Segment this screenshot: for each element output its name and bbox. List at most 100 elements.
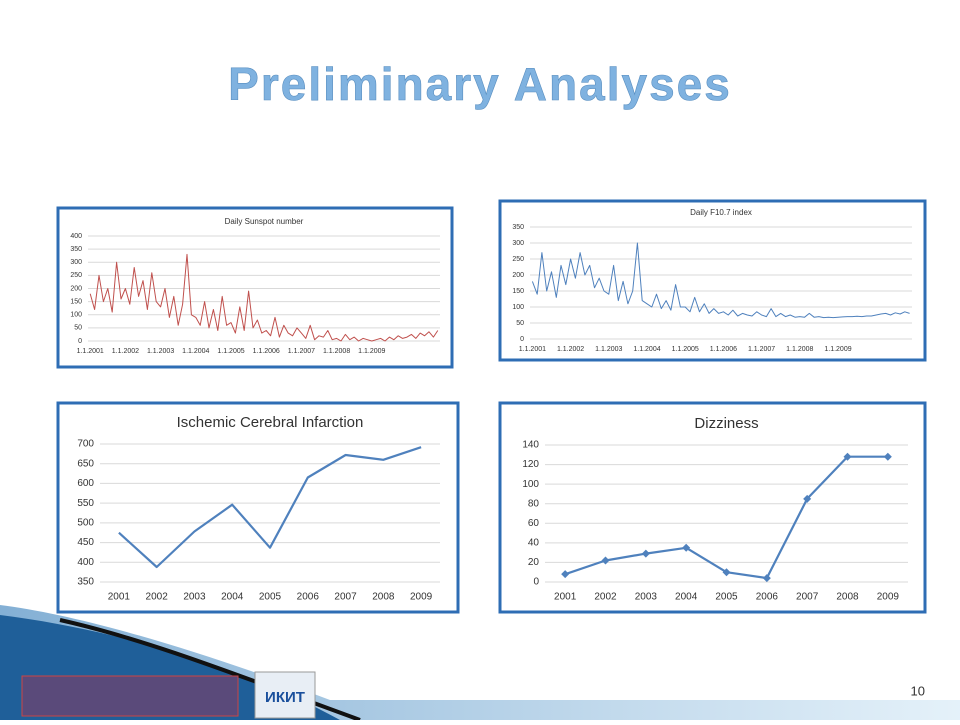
y-tick-label: 600 [77,478,94,489]
x-tick-label: 1.1.2007 [748,346,775,353]
chart-title: Dizziness [694,415,758,432]
y-tick-label: 100 [522,479,539,490]
y-tick-label: 250 [512,256,524,263]
x-tick-label: 2006 [756,592,779,603]
chart: Daily F10.7 index 0 50 100 150 200 250 300 350 1.… [498,199,927,362]
data-marker [843,452,852,461]
y-tick-label: 250 [70,272,82,279]
y-tick-label: 350 [512,224,524,231]
y-tick-label: 80 [528,498,540,509]
data-marker [601,556,610,565]
y-tick-label: 550 [77,498,94,509]
x-tick-label: 2002 [146,592,169,603]
y-tick-label: 500 [77,517,94,528]
x-tick-label: 1.1.2007 [288,348,315,355]
chart-frame [56,401,460,614]
y-tick-label: 50 [516,320,524,327]
x-tick-label: 1.1.2001 [77,348,104,355]
y-tick-label: 300 [512,240,524,247]
x-tick-label: 1.1.2005 [217,348,244,355]
x-tick-label: 1.1.2001 [519,346,546,353]
chart: Ischemic Cerebral Infarction 350 400 450 500… [56,401,460,614]
y-tick-label: 300 [70,259,82,266]
x-tick-label: 2004 [675,592,698,603]
y-tick-label: 100 [70,312,82,319]
chart-title: Daily Sunspot number [225,217,304,226]
y-tick-label: 400 [77,557,94,568]
conference-logo [21,675,239,717]
y-tick-label: 150 [70,298,82,305]
x-tick-label: 2007 [334,592,357,603]
x-tick-label: 2009 [877,592,900,603]
data-marker [682,543,691,552]
data-marker [803,494,812,503]
x-tick-label: 2001 [108,592,131,603]
y-tick-label: 0 [533,577,539,588]
data-marker [722,568,731,577]
data-line [118,446,422,569]
data-line [531,242,910,319]
x-tick-label: 1.1.2004 [633,346,660,353]
x-tick-label: 2002 [594,592,617,603]
x-tick-label: 1.1.2005 [672,346,699,353]
data-marker [561,570,570,579]
data-marker [883,452,892,461]
charts: Daily Sunspot number05010015020025030035… [56,199,927,614]
x-tick-label: 1.1.2008 [323,348,350,355]
x-tick-label: 2001 [554,592,577,603]
x-tick-label: 2003 [183,592,206,603]
institute-logo [254,671,316,719]
y-tick-label: 200 [70,285,82,292]
x-tick-label: 2006 [297,592,320,603]
x-tick-label: 1.1.2002 [557,346,584,353]
y-tick-label: 50 [74,325,82,332]
y-tick-label: 0 [78,338,82,345]
data-marker [762,574,771,583]
x-tick-label: 1.1.2002 [112,348,139,355]
x-tick-label: 1.1.2003 [147,348,174,355]
y-tick-label: 400 [70,233,82,240]
x-tick-label: 2003 [635,592,658,603]
slide-title: Preliminary Analyses [228,58,732,110]
x-tick-label: 2008 [836,592,859,603]
logo-text: ИКИТ [265,689,305,706]
y-tick-label: 140 [522,440,539,451]
x-tick-label: 2008 [372,592,395,603]
y-tick-label: 40 [528,537,540,548]
y-tick-label: 60 [528,518,540,529]
x-tick-label: 1.1.2009 [358,348,385,355]
chart: Dizziness 0 20 40 60 80 100 120 140 2001 2002 2003 2… [498,401,927,614]
x-tick-label: 2005 [715,592,738,603]
data-line [89,253,439,342]
x-tick-label: 2005 [259,592,282,603]
chart-title: Ischemic Cerebral Infarction [177,414,364,431]
chart-frame [498,199,927,362]
chart-frame [498,401,927,614]
x-tick-label: 2004 [221,592,244,603]
y-tick-label: 350 [70,246,82,253]
y-tick-label: 20 [528,557,540,568]
data-marker [641,549,650,558]
y-tick-label: 100 [512,304,524,311]
x-tick-label: 1.1.2008 [786,346,813,353]
x-tick-label: 2009 [410,592,433,603]
x-tick-label: 1.1.2004 [182,348,209,355]
swoosh-line [59,618,361,722]
y-tick-label: 450 [77,537,94,548]
y-tick-label: 200 [512,272,524,279]
x-tick-label: 1.1.2003 [595,346,622,353]
x-tick-label: 1.1.2009 [824,346,851,353]
chart: Daily Sunspot number 0 50 100 150 200 250 300 35… [56,206,454,369]
y-tick-label: 120 [522,459,539,470]
y-tick-label: 350 [77,577,94,588]
page-number: 10 [911,683,925,698]
y-tick-label: 700 [77,439,94,450]
y-tick-label: 150 [512,288,524,295]
x-tick-label: 2007 [796,592,819,603]
x-tick-label: 1.1.2006 [253,348,280,355]
y-tick-label: 0 [520,336,524,343]
x-tick-label: 1.1.2006 [710,346,737,353]
y-tick-label: 650 [77,458,94,469]
